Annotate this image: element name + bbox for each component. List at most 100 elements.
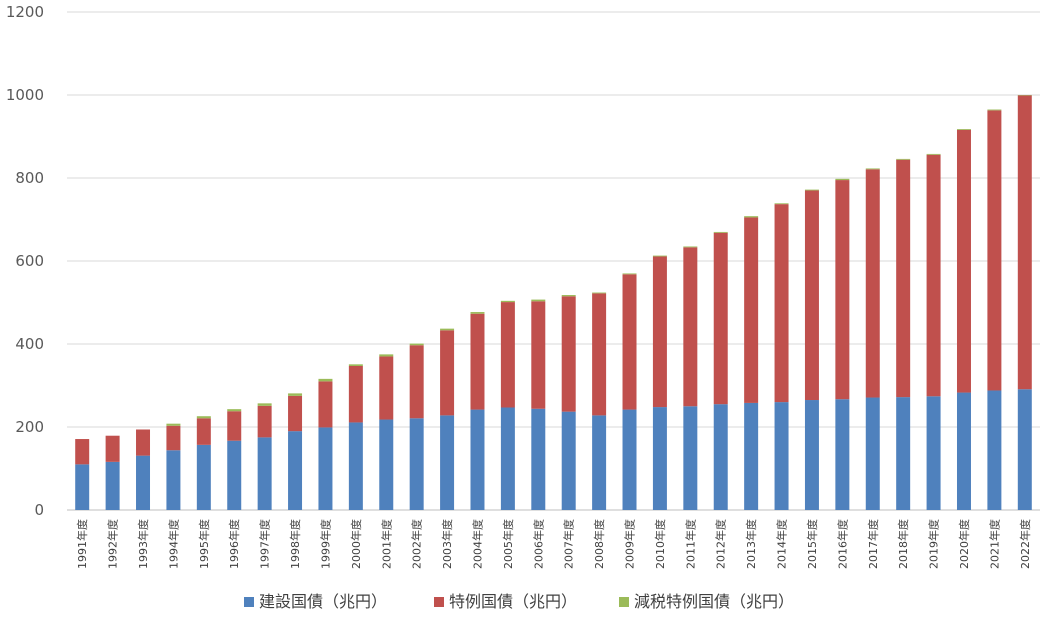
x-tick-label: 1995年度 (197, 519, 211, 569)
bar-segment-series-1 (288, 431, 303, 510)
legend: 建設国債（兆円） 特例国債（兆円） 減税特例国債（兆円） (244, 592, 794, 611)
bar-segment-series-3 (227, 409, 242, 412)
bar-segment-series-1 (956, 392, 971, 510)
bar-segment-series-2 (379, 356, 394, 420)
x-tick-label: 2000年度 (349, 519, 363, 569)
bar-segment-series-3 (835, 178, 850, 181)
bar-segment-series-2 (592, 293, 607, 416)
bar-segment-series-1 (75, 464, 90, 510)
bar-segment-series-2 (561, 296, 576, 412)
x-tick-label: 1999年度 (318, 519, 332, 569)
x-tick-label: 2014年度 (775, 519, 789, 569)
bar-segment-series-1 (470, 409, 485, 510)
x-tick-label: 2016年度 (835, 519, 849, 569)
bar-segment-series-2 (987, 110, 1002, 391)
x-tick-label: 2006年度 (531, 519, 545, 569)
x-tick-label: 2013年度 (744, 519, 758, 569)
bar-segment-series-3 (987, 109, 1002, 111)
bar-segment-series-3 (409, 343, 424, 346)
bar-segment-series-1 (379, 419, 394, 510)
y-tick-label: 1000 (6, 86, 44, 104)
legend-swatch (434, 597, 444, 607)
bar-segment-series-2 (531, 301, 546, 409)
bar-segment-series-3 (774, 203, 789, 205)
gridlines (67, 11, 1040, 511)
bar-segment-series-2 (896, 159, 911, 398)
bar-segment-series-1 (865, 397, 880, 510)
bar-segment-series-2 (744, 217, 759, 403)
y-tick-label: 0 (34, 501, 44, 519)
bar-segment-series-2 (926, 154, 941, 397)
bar-segment-series-3 (500, 300, 515, 303)
bar-segment-series-1 (987, 390, 1002, 510)
bar-segment-series-1 (318, 427, 333, 510)
bar-segment-series-2 (257, 405, 272, 438)
x-axis: 1991年度 1992年度 1993年度 1994年度 1995年度 1996年度 1997… (75, 519, 1032, 569)
y-tick-label: 1200 (6, 3, 44, 21)
x-tick-label: 2001年度 (379, 519, 393, 569)
bar-segment-series-2 (774, 204, 789, 403)
x-tick-label: 2021年度 (987, 519, 1001, 569)
bar-segment-series-3 (804, 189, 819, 191)
legend-swatch (244, 597, 254, 607)
bar-segment-series-1 (348, 422, 363, 510)
bar-segment-series-3 (622, 273, 637, 275)
bar-segment-series-2 (1017, 95, 1032, 390)
bar-segment-series-1 (440, 415, 455, 510)
bar-segment-series-2 (865, 169, 880, 398)
bar-segment-series-2 (166, 425, 181, 451)
bar-segment-series-3 (744, 216, 759, 218)
bar-segment-series-3 (683, 246, 698, 248)
bar-segment-series-1 (136, 455, 151, 510)
bar-segment-series-1 (561, 411, 576, 510)
x-tick-label: 1996年度 (227, 519, 241, 569)
x-tick-label: 1994年度 (166, 519, 180, 569)
bar-segment-series-1 (1017, 389, 1032, 510)
bar-segment-series-2 (956, 129, 971, 393)
bar-segment-series-1 (804, 400, 819, 510)
bar-segment-series-2 (713, 232, 728, 405)
bar-segment-series-2 (622, 274, 637, 410)
bar-segment-series-3 (592, 292, 607, 294)
legend-label: 減税特例国債（兆円） (634, 592, 794, 611)
x-tick-label: 2017年度 (866, 519, 880, 569)
x-tick-label: 2003年度 (440, 519, 454, 569)
bar-segment-series-1 (622, 409, 637, 510)
y-tick-label: 600 (15, 252, 44, 270)
bar-segment-series-1 (652, 407, 667, 510)
bar-segment-series-2 (804, 190, 819, 401)
bar-segment-series-2 (105, 435, 120, 462)
bar-segment-series-3 (348, 364, 363, 366)
bar-segment-series-3 (896, 158, 911, 160)
x-tick-label: 2010年度 (653, 519, 667, 569)
bar-segment-series-3 (561, 295, 576, 297)
x-tick-label: 2005年度 (501, 519, 515, 569)
bar-segment-series-1 (196, 444, 211, 510)
bar-segment-series-1 (896, 397, 911, 510)
x-tick-label: 1992年度 (106, 519, 120, 569)
x-tick-label: 2022年度 (1018, 519, 1032, 569)
bar-segment-series-1 (926, 396, 941, 510)
y-tick-label: 200 (15, 418, 44, 436)
bar-segment-series-2 (348, 365, 363, 423)
bar-segment-series-2 (318, 381, 333, 428)
bar-segment-series-2 (136, 429, 151, 456)
bar-segment-series-2 (440, 330, 455, 416)
y-axis: 0 200 400 600 800 1000 1200 (6, 3, 44, 519)
legend-label: 建設国債（兆円） (259, 592, 387, 611)
x-tick-label: 2019年度 (927, 519, 941, 569)
bar-segment-series-1 (713, 404, 728, 510)
x-tick-label: 2007年度 (562, 519, 576, 569)
bar-segment-series-3 (257, 403, 272, 406)
bar-segment-series-1 (500, 407, 515, 510)
bar-segment-series-3 (956, 129, 971, 130)
bar-segment-series-1 (531, 408, 546, 510)
bar-segment-series-1 (774, 402, 789, 510)
bar-segment-series-1 (166, 450, 181, 510)
bar-segment-series-2 (75, 439, 90, 465)
bar-segment-series-3 (318, 378, 333, 382)
bar-segment-series-3 (288, 393, 303, 396)
bar-segment-series-1 (744, 402, 759, 510)
x-tick-label: 2020年度 (957, 519, 971, 569)
bar-segment-series-1 (683, 406, 698, 510)
